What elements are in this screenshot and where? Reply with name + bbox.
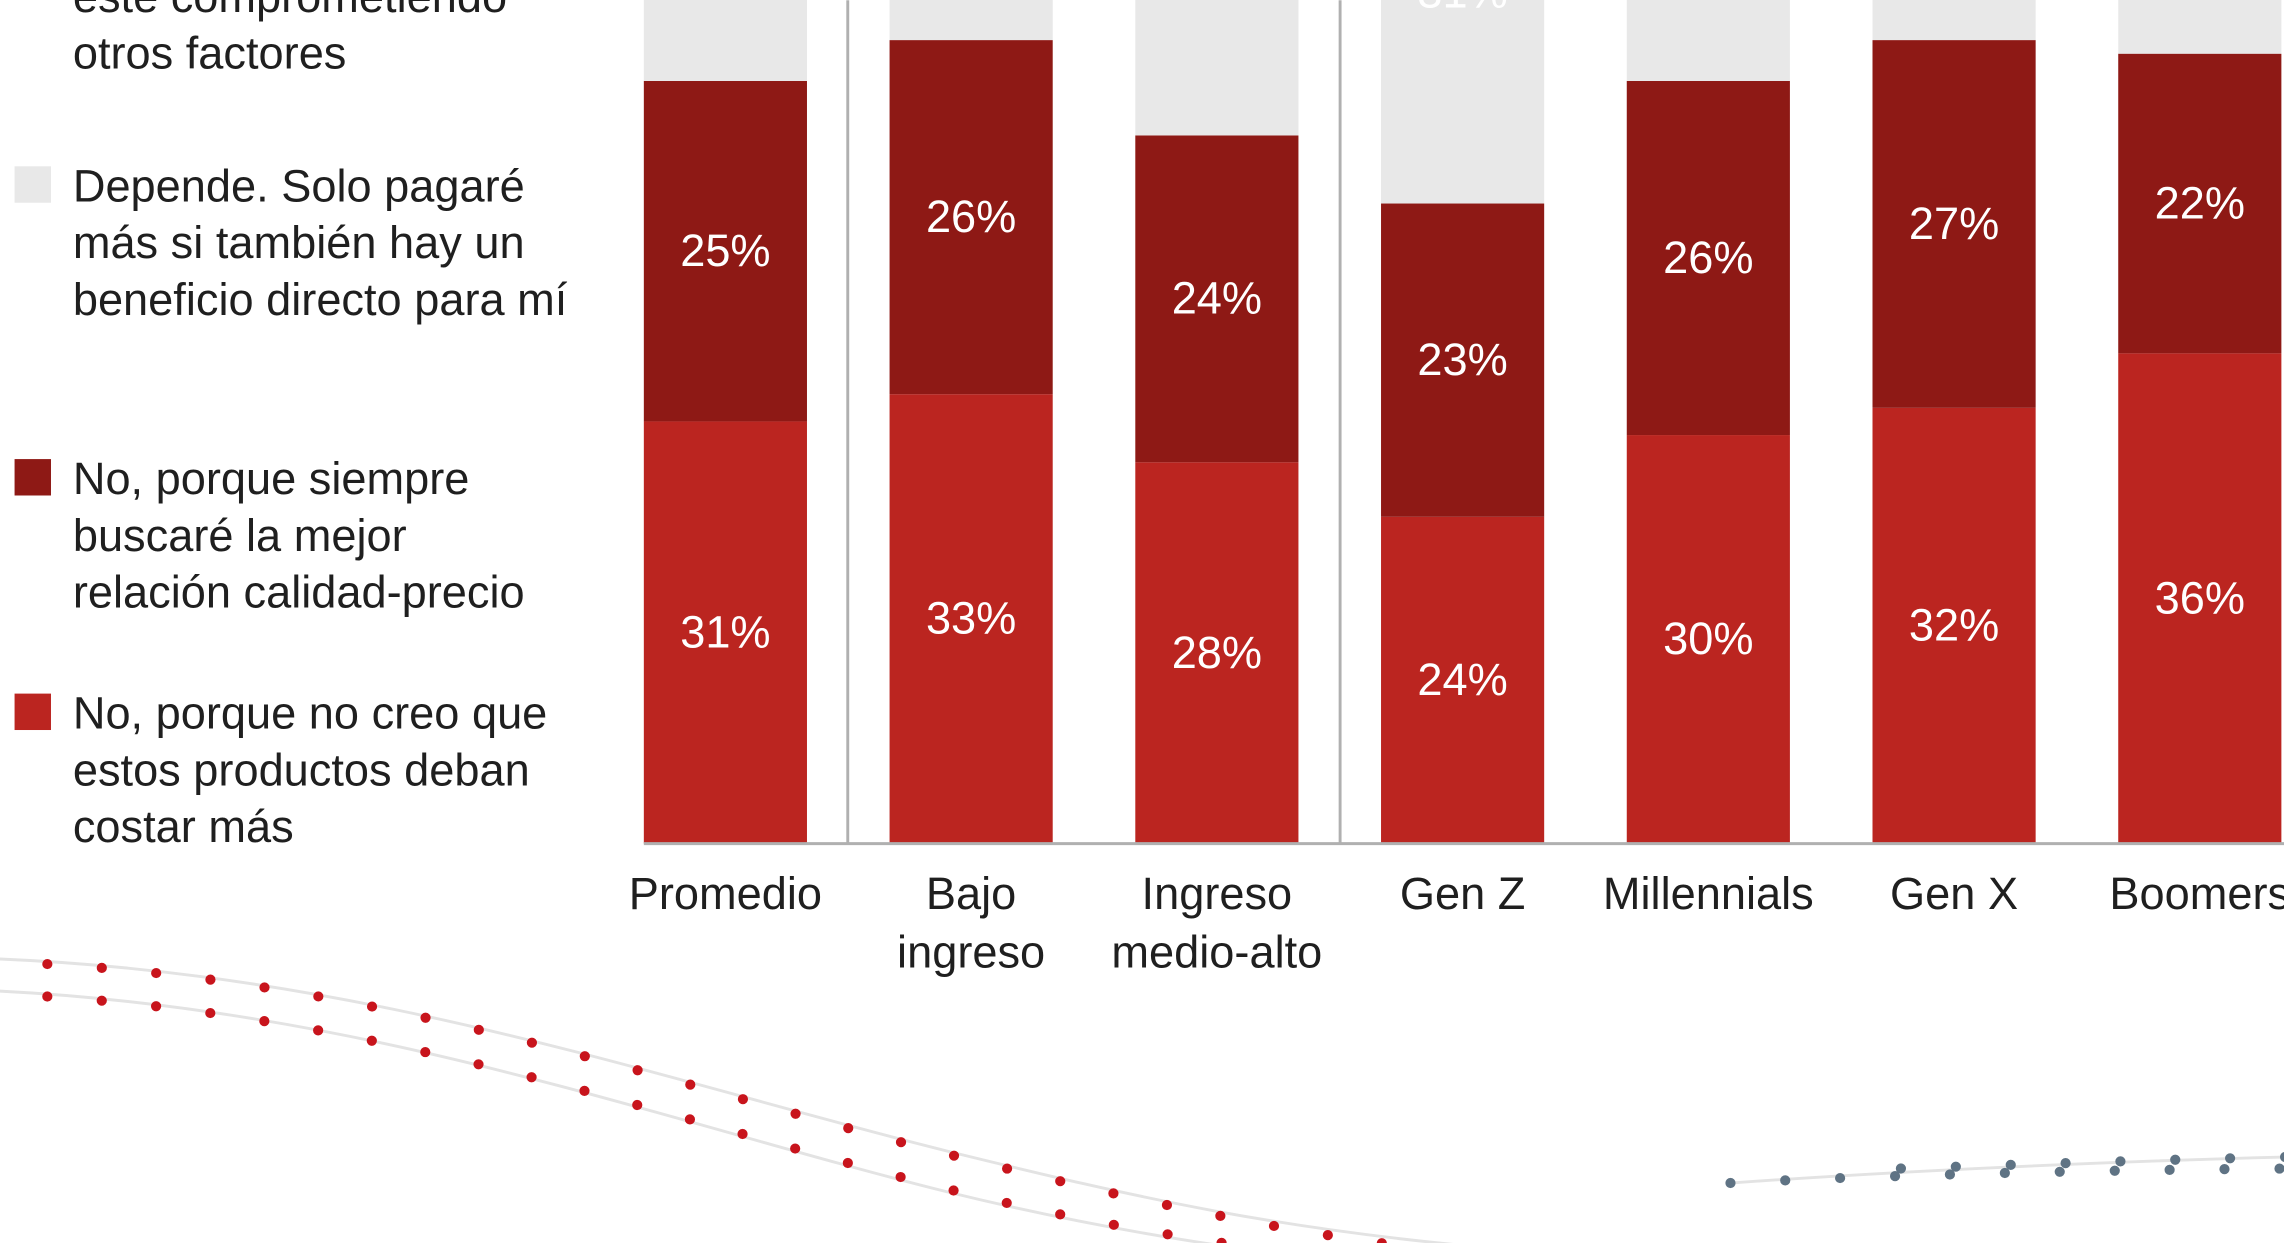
data-label: 22%	[2155, 177, 2245, 228]
legend-label: Depende. Solo pagaré más si también hay …	[72, 160, 568, 326]
decor-dots	[1895, 1151, 2284, 1174]
legend-label: No, porque no creo que estos productos d…	[72, 687, 548, 853]
x-tick-label-box: Bajo ingreso	[897, 868, 1046, 978]
data-label: 30%	[1663, 613, 1753, 664]
bar-segment	[1872, 40, 2036, 408]
bar-segment	[2118, 0, 2282, 54]
data-label: 26%	[926, 191, 1016, 242]
legend-swatch	[14, 166, 51, 203]
legend-item: No, porque siempre buscaré la mejor rela…	[72, 453, 525, 618]
bar-segment	[889, 40, 1053, 395]
bar-segment	[643, 0, 807, 81]
x-tick-label-box: Promedio	[628, 868, 823, 920]
bar-segment	[643, 421, 807, 844]
decor-dots	[0, 956, 1418, 1243]
x-tick-label-box: Gen Z	[1399, 868, 1526, 920]
x-tick-label: Ingreso medio-alto	[1111, 868, 1323, 978]
bar-segment	[889, 394, 1053, 844]
bar-segment	[889, 0, 1053, 41]
data-label: 36%	[2155, 572, 2245, 623]
decoration	[0, 956, 2284, 1243]
x-tick-label-box: Millennials	[1602, 868, 1814, 920]
data-label: 26%	[1663, 232, 1753, 283]
x-tick-label-box: Gen X	[1890, 868, 2019, 920]
x-tick-label: Gen Z	[1399, 868, 1526, 920]
x-tick-label: Millennials	[1602, 868, 1814, 920]
legend-label: No, porque siempre buscaré la mejor rela…	[72, 453, 525, 618]
bar-segment	[1381, 203, 1545, 517]
data-label: 27%	[1909, 198, 1999, 249]
x-tick-label-box: Boomers	[2109, 868, 2284, 920]
data-label: 31%	[1417, 0, 1507, 17]
bar-segment	[1872, 407, 2036, 844]
legend-item: Depende. Solo pagaré más si también hay …	[72, 160, 568, 326]
bar-segment	[1135, 135, 1299, 463]
legend-swatch	[14, 459, 51, 496]
bar-segment	[1135, 462, 1299, 844]
data-label: 31%	[680, 606, 770, 657]
data-label: 24%	[1172, 273, 1262, 324]
x-axis-labels: Promedio Bajo ingreso Ingreso medio-alto Ge…	[628, 868, 2284, 978]
bar-segment	[1381, 0, 1545, 204]
decor-line	[0, 989, 1214, 1243]
bar-segment	[1626, 435, 1790, 844]
data-label: 28%	[1172, 627, 1262, 678]
decor-dots	[1725, 1163, 2284, 1189]
legend-cropped: esté comprometiendo otros factores	[72, 0, 507, 79]
x-tick-label: Promedio	[628, 868, 823, 920]
bar-segment	[643, 80, 807, 422]
decor-line	[1730, 1155, 2284, 1185]
data-label: 23%	[1417, 334, 1507, 385]
bars: 31%25%30%33%26%27%28%24%33%24%23%31%30%2…	[643, 0, 2282, 844]
decor-line	[0, 957, 1454, 1243]
bar-segment	[1135, 0, 1299, 136]
bar-segment	[2118, 53, 2282, 354]
bar-segment	[2118, 353, 2282, 844]
legend-swatch	[14, 693, 51, 731]
data-label: 32%	[1909, 600, 1999, 651]
bar-segment	[1626, 80, 1790, 436]
data-label: 24%	[1417, 654, 1507, 705]
bar-segment	[1626, 0, 1790, 81]
legend-item: No, porque no creo que estos productos d…	[72, 687, 548, 853]
legend: Depende. Solo pagaré más si también hay …	[14, 160, 568, 853]
x-tick-label-box: Ingreso medio-alto	[1111, 868, 1323, 978]
x-tick-label: Gen X	[1890, 868, 2019, 920]
x-tick-label: Boomers	[2109, 868, 2284, 920]
x-tick-label: Bajo ingreso	[897, 868, 1046, 978]
data-label: 25%	[680, 225, 770, 276]
bar-segment	[1381, 516, 1545, 844]
data-label: 33%	[926, 593, 1016, 644]
legend-cropped-text: esté comprometiendo otros factores	[72, 0, 507, 79]
bar-segment	[1872, 0, 2036, 41]
